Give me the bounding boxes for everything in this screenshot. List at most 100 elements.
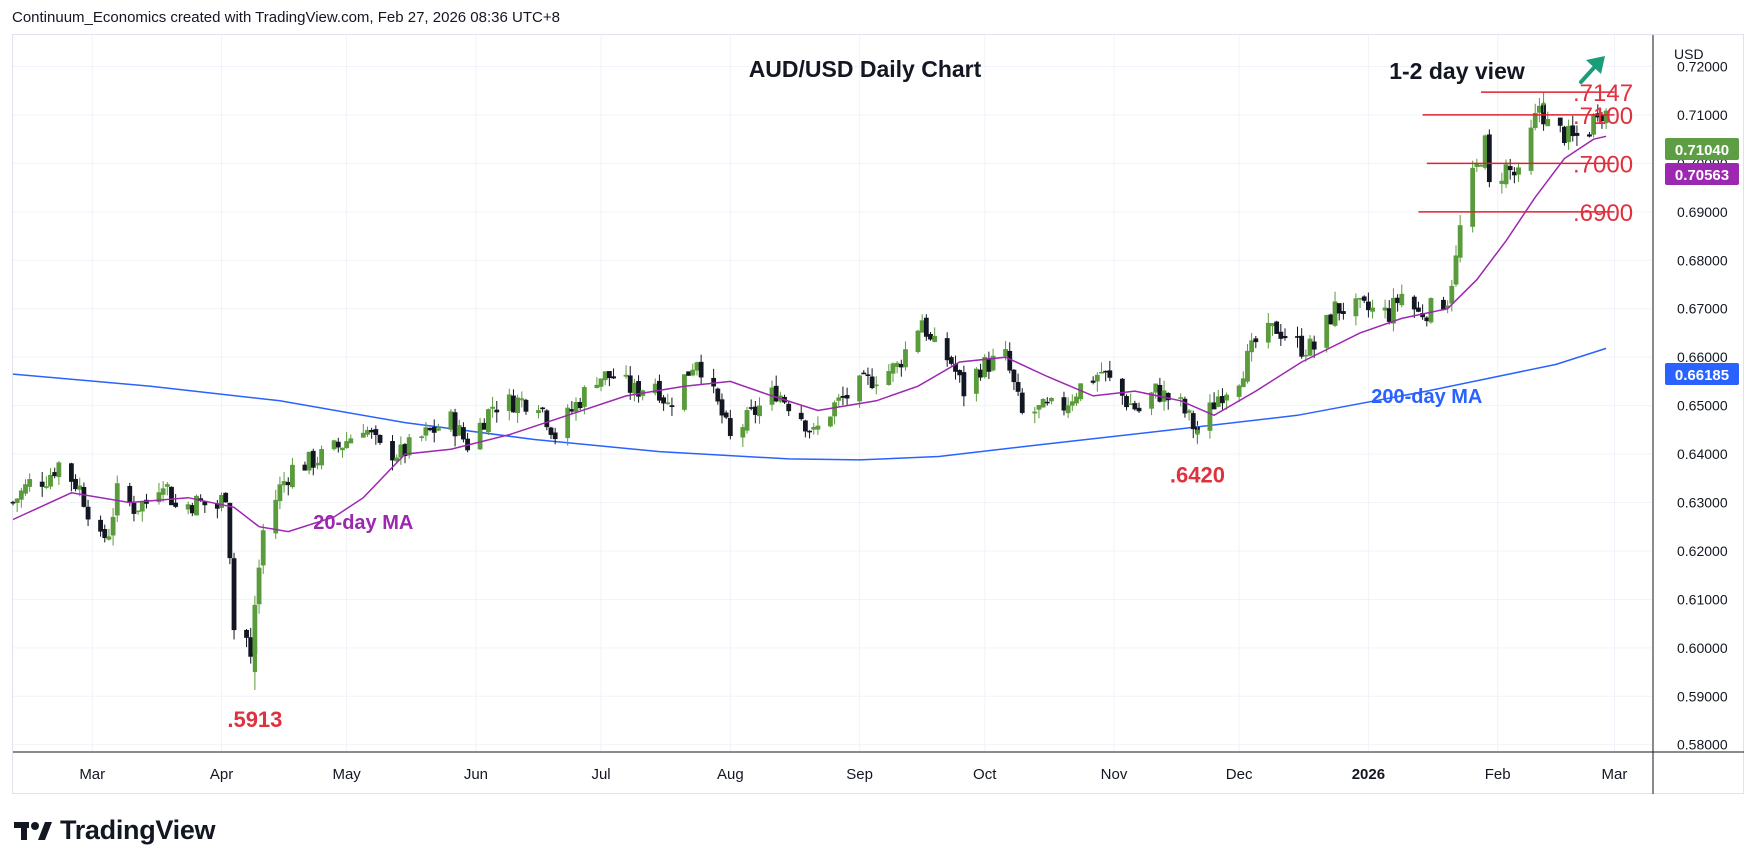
- candle-body: [627, 375, 633, 393]
- annotation-label: 200-day MA: [1371, 386, 1482, 408]
- candle-body: [494, 409, 500, 413]
- candle-body: [1603, 110, 1609, 124]
- candle-body: [1424, 317, 1430, 322]
- candle-body: [973, 368, 979, 394]
- candle-body: [948, 357, 954, 364]
- candle-body: [594, 384, 600, 388]
- x-tick-label: Mar: [1602, 766, 1628, 783]
- candle-body: [802, 420, 808, 432]
- candle-body: [1353, 298, 1359, 317]
- x-tick-label: Nov: [1101, 766, 1128, 783]
- price-tag-ma20: [1665, 163, 1739, 185]
- candle-body: [506, 394, 512, 411]
- tradingview-logo[interactable]: TradingView: [14, 815, 216, 846]
- x-tick-label: May: [332, 766, 361, 783]
- annotations: .5913 .6420 20-day MA 200-day MA: [227, 386, 1482, 732]
- view-label: 1-2 day view: [1389, 58, 1525, 84]
- candle-body: [1457, 225, 1463, 258]
- candle-body: [886, 371, 892, 385]
- annotation-label: .6420: [1170, 462, 1225, 487]
- candle-body: [1065, 405, 1071, 414]
- annotation-label: 20-day MA: [313, 512, 413, 534]
- candle-body: [1107, 370, 1113, 378]
- candle-body: [406, 437, 412, 456]
- x-tick-label: Dec: [1226, 766, 1253, 783]
- candle-body: [861, 372, 867, 375]
- candle-body: [114, 483, 120, 516]
- candle-body: [1019, 392, 1025, 413]
- candle-body: [461, 427, 466, 440]
- candle-body: [873, 384, 879, 387]
- level-label: .7100: [1573, 103, 1633, 130]
- price-tag-last: [1665, 138, 1739, 160]
- candle-body: [623, 374, 629, 377]
- candle-body: [135, 510, 141, 513]
- candle-body: [1324, 315, 1330, 348]
- y-tick-label: 0.67000: [1677, 301, 1728, 317]
- x-tick-label: Apr: [210, 766, 233, 783]
- candle-body: [1336, 303, 1342, 314]
- candle-body: [127, 485, 133, 503]
- candle-body: [1528, 127, 1534, 171]
- level-label: .7000: [1573, 151, 1633, 178]
- candle-body: [1557, 117, 1563, 126]
- currency-label[interactable]: USD: [1674, 46, 1704, 62]
- candle-body: [1541, 102, 1546, 106]
- candle-body: [48, 474, 53, 487]
- candle-body: [1211, 402, 1217, 410]
- candle-body: [377, 434, 383, 443]
- candle-body: [636, 381, 641, 397]
- candle-body: [840, 395, 846, 398]
- candle-body: [632, 382, 637, 394]
- y-tick-label: 0.68000: [1677, 252, 1728, 268]
- candle-body: [1566, 125, 1571, 143]
- candle-body: [1207, 402, 1213, 431]
- candle-body: [139, 501, 145, 512]
- candle-body: [752, 406, 758, 415]
- candle-body: [536, 410, 541, 414]
- candle-body: [185, 504, 191, 510]
- candle-body: [1441, 299, 1446, 311]
- candle-body: [1361, 296, 1367, 301]
- candle-body: [986, 358, 992, 372]
- candle-body: [1061, 397, 1067, 411]
- candle-body: [1503, 164, 1509, 185]
- candle-body: [748, 407, 754, 409]
- candle-body: [1340, 311, 1346, 314]
- candle-body: [1453, 255, 1459, 285]
- candle-body: [698, 361, 704, 378]
- candle-body: [248, 637, 254, 657]
- candle-body: [798, 412, 804, 420]
- candle-body: [1178, 397, 1184, 399]
- candle-body: [928, 333, 933, 340]
- y-tick-label: 0.66000: [1677, 349, 1728, 365]
- candle-body: [961, 372, 967, 397]
- candle-body: [1265, 322, 1271, 343]
- candle-body: [1149, 392, 1154, 409]
- candle-body: [1136, 407, 1142, 412]
- candle-body: [915, 330, 921, 353]
- candle-body: [1124, 396, 1129, 408]
- candle-body: [1366, 301, 1371, 311]
- candle-body: [10, 501, 16, 504]
- candle-body: [85, 506, 91, 520]
- chart-frame: [12, 34, 1744, 794]
- candle-body: [894, 362, 900, 367]
- candle-body: [106, 536, 112, 540]
- candle-body: [490, 406, 496, 409]
- candle-body: [1562, 126, 1567, 144]
- candle-body: [1478, 165, 1484, 167]
- candle-body: [511, 395, 516, 413]
- candle-body: [694, 362, 700, 371]
- candle-body: [1270, 323, 1275, 327]
- candle-body: [869, 376, 875, 389]
- candle-body: [1382, 307, 1388, 311]
- level-label: .7147: [1573, 80, 1633, 107]
- candle-body: [306, 451, 312, 471]
- level-label: .6900: [1573, 200, 1633, 227]
- candle-body: [1090, 380, 1096, 383]
- candle-body: [419, 436, 425, 438]
- candle-body: [1007, 350, 1013, 371]
- candle-body: [719, 399, 725, 416]
